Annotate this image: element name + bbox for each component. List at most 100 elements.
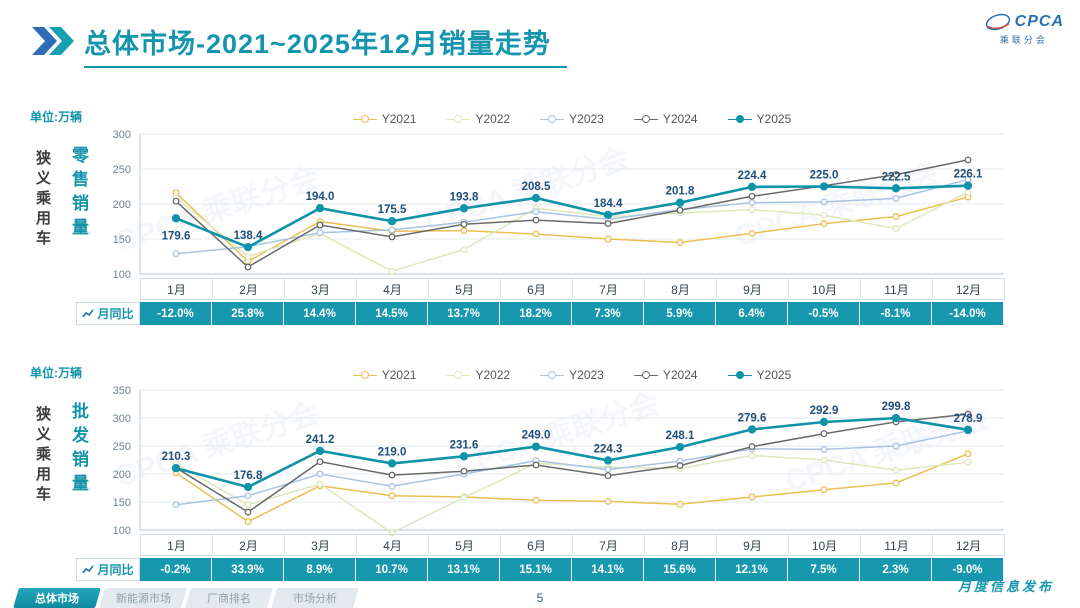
- data-label: 184.4: [594, 198, 623, 210]
- series-marker-Y2021: [676, 239, 684, 246]
- series-marker-Y2025: [603, 456, 613, 465]
- legend-marker-icon: [727, 114, 752, 124]
- series-marker-Y2021: [532, 230, 540, 238]
- wholesale-chart-panel: 单位:万辆 狭义乘用车 批发销量 Y2021 Y2022 Y2023 Y2024 Y20…: [30, 348, 1044, 584]
- data-label: 248.1: [666, 430, 695, 442]
- series-line-Y2021: [175, 453, 969, 523]
- trend-icon: [82, 309, 95, 317]
- series-line-Y2022: [175, 454, 969, 534]
- series-line-Y2023: [175, 178, 969, 255]
- yoy-value-cell: 5.9%: [644, 302, 716, 325]
- tab-overall-market[interactable]: 总体市场: [13, 588, 101, 608]
- series-marker-Y2024: [460, 467, 468, 475]
- series-marker-Y2023: [388, 482, 396, 490]
- yoy-value-cell: 25.8%: [212, 302, 284, 325]
- series-marker-Y2022: [316, 480, 324, 488]
- legend-label: Y2021: [381, 368, 417, 382]
- data-label: 175.5: [378, 204, 407, 216]
- yoy-value-cell: 8.9%: [284, 558, 356, 581]
- series-marker-Y2021: [676, 500, 684, 508]
- series-marker-Y2024: [604, 472, 612, 480]
- legend-item-Y2025: Y2025: [727, 112, 791, 126]
- series-line-Y2025: [175, 416, 969, 489]
- series-marker-Y2023: [316, 229, 324, 237]
- series-marker-Y2023: [892, 442, 900, 450]
- month-axis: 1月 2月 3月 4月 5月 6月 7月 8月 9月 10月 11月 12月: [140, 534, 1005, 556]
- y-tick-label: 350: [113, 385, 131, 397]
- series-marker-Y2025: [963, 425, 973, 434]
- legend-item-Y2022: Y2022: [446, 112, 510, 126]
- tab-label: 总体市场: [35, 593, 79, 605]
- series-marker-Y2025: [171, 464, 181, 473]
- series-marker-Y2022: [388, 267, 396, 275]
- month-cell: 5月: [429, 279, 501, 299]
- data-label: 224.3: [594, 443, 623, 455]
- publisher-label: 月度信息发布: [957, 579, 1054, 594]
- metric-label-wholesale: 批发销量: [69, 402, 88, 498]
- series-marker-Y2025: [747, 425, 757, 434]
- month-cell: 10月: [789, 535, 861, 555]
- month-cell: 7月: [573, 279, 645, 299]
- series-marker-Y2025: [819, 182, 829, 191]
- yoy-label-text: 月同比: [97, 307, 134, 321]
- series-marker-Y2022: [244, 253, 252, 260]
- series-marker-Y2025: [315, 204, 325, 213]
- series-marker-Y2024: [532, 216, 540, 224]
- tab-nev-market[interactable]: 新能源市场: [99, 588, 187, 608]
- data-label: 176.8: [234, 470, 263, 482]
- legend-label: Y2021: [381, 112, 417, 126]
- yoy-value-cell: 13.7%: [428, 302, 500, 325]
- series-marker-Y2023: [820, 445, 828, 453]
- series-marker-Y2024: [172, 197, 180, 205]
- series-marker-Y2025: [675, 198, 685, 207]
- y-tick-label: 100: [113, 269, 131, 281]
- legend-item-Y2023: Y2023: [540, 368, 604, 382]
- data-label: 224.4: [738, 170, 767, 182]
- yoy-value-cell: 10.7%: [356, 558, 428, 581]
- yoy-value-cell: 14.4%: [284, 302, 356, 325]
- month-cell: 4月: [357, 535, 429, 555]
- series-marker-Y2021: [604, 235, 612, 243]
- month-cell: 11月: [861, 279, 933, 299]
- data-label: 241.2: [306, 434, 335, 446]
- series-marker-Y2025: [315, 446, 325, 456]
- series-marker-Y2022: [460, 246, 468, 253]
- data-label: 225.0: [810, 170, 839, 182]
- legend-marker-icon: [352, 114, 377, 124]
- month-cell: 11月: [861, 535, 933, 555]
- series-marker-Y2024: [748, 443, 756, 451]
- trend-icon: [82, 565, 95, 573]
- series-marker-Y2025: [819, 417, 829, 427]
- series-marker-Y2025: [171, 214, 181, 223]
- month-cell: 3月: [285, 279, 357, 299]
- yoy-value-cell: 13.1%: [428, 558, 500, 581]
- legend-item-Y2021: Y2021: [352, 112, 417, 126]
- month-cell: 9月: [717, 535, 789, 555]
- series-marker-Y2024: [532, 461, 540, 469]
- legend-item-Y2022: Y2022: [446, 368, 510, 382]
- legend-label: Y2023: [569, 112, 604, 126]
- yoy-value-cell: -14.0%: [932, 302, 1004, 325]
- month-cell: 2月: [213, 535, 285, 555]
- series-marker-Y2021: [532, 496, 540, 504]
- series-marker-Y2022: [820, 211, 828, 219]
- chart-legend: Y2021 Y2022 Y2023 Y2024 Y2025: [140, 112, 1004, 126]
- series-marker-Y2025: [891, 184, 901, 193]
- series-marker-Y2023: [604, 466, 612, 473]
- yoy-value-cell: 14.1%: [572, 558, 644, 581]
- yoy-value-cell: 12.1%: [716, 558, 788, 581]
- series-marker-Y2024: [964, 156, 972, 164]
- series-marker-Y2024: [892, 171, 900, 179]
- data-label: 231.6: [450, 439, 479, 451]
- y-tick-label: 200: [113, 469, 131, 481]
- tab-label: 新能源市场: [115, 593, 171, 605]
- tab-label: 市场分析: [293, 593, 337, 605]
- series-marker-Y2024: [604, 220, 612, 228]
- legend-marker-icon: [633, 370, 658, 380]
- month-cell: 9月: [717, 279, 789, 299]
- series-marker-Y2022: [748, 452, 756, 459]
- tab-market-analysis[interactable]: 市场分析: [271, 588, 359, 608]
- series-marker-Y2021: [748, 229, 756, 237]
- legend-item-Y2025: Y2025: [727, 368, 791, 382]
- tab-oem-ranking[interactable]: 厂商排名: [185, 588, 273, 608]
